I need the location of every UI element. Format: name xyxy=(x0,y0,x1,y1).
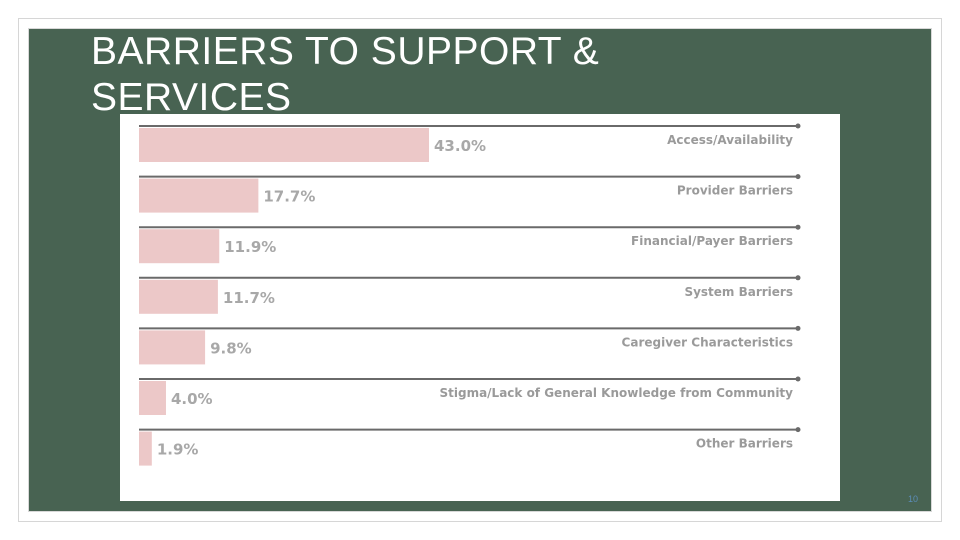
row-rule-end-dot xyxy=(795,427,801,433)
bar-2 xyxy=(139,229,220,264)
row-rule-end-dot xyxy=(795,275,801,281)
bar-6 xyxy=(139,431,152,466)
slide-border xyxy=(18,18,942,522)
category-label-1: Provider Barriers xyxy=(677,184,793,198)
bar-1 xyxy=(139,178,259,213)
bar-0 xyxy=(139,128,429,162)
bar-3 xyxy=(139,279,218,314)
page-number: 10 xyxy=(908,494,919,504)
value-label-1: 17.7% xyxy=(263,188,315,206)
row-rule-end-dot xyxy=(795,174,801,180)
category-label-3: System Barriers xyxy=(684,285,793,299)
bar-5 xyxy=(139,381,166,415)
category-label-0: Access/Availability xyxy=(667,133,793,147)
row-rule-end-dot xyxy=(795,376,801,382)
slide-title: BARRIERS TO SUPPORT & SERVICES xyxy=(91,30,600,119)
row-rule-end-dot xyxy=(795,325,801,331)
category-label-6: Other Barriers xyxy=(696,437,793,451)
bar-chart: 43.0% Access/Availability 17.7% Provider Ba… xyxy=(139,123,801,466)
category-label-2: Financial/Payer Barriers xyxy=(631,234,793,248)
row-rule-end-dot xyxy=(795,123,801,129)
value-label-6: 1.9% xyxy=(157,441,199,459)
category-label-4: Caregiver Characteristics xyxy=(622,335,793,349)
value-label-3: 11.7% xyxy=(223,289,275,307)
value-label-2: 11.9% xyxy=(224,238,276,256)
row-rule-end-dot xyxy=(795,224,801,230)
value-label-4: 9.8% xyxy=(210,339,252,357)
value-label-0: 43.0% xyxy=(434,137,486,155)
value-label-5: 4.0% xyxy=(171,390,213,408)
category-label-5: Stigma/Lack of General Knowledge from Co… xyxy=(439,386,793,400)
chart-panel: 43.0% Access/Availability 17.7% Provider Ba… xyxy=(120,114,840,501)
bar-4 xyxy=(139,330,206,365)
